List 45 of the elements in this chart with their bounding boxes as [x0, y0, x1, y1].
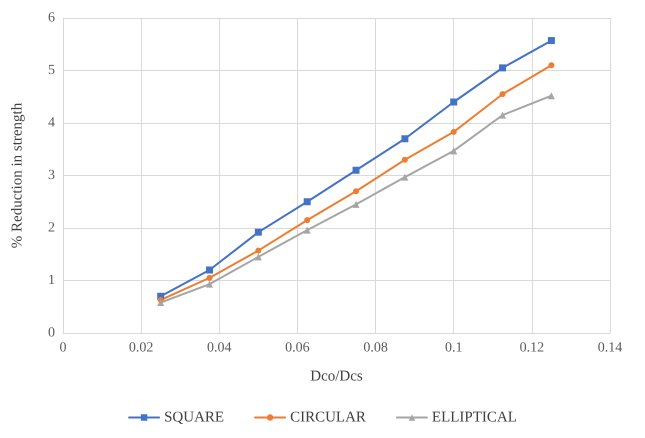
point: [206, 266, 214, 274]
x-tick-label: 0.1: [444, 340, 462, 356]
point: [499, 64, 506, 72]
point: [254, 228, 262, 236]
point: [450, 147, 458, 154]
point: [255, 248, 262, 254]
point: [352, 200, 360, 208]
point: [157, 299, 164, 306]
point: [450, 98, 458, 106]
point: [548, 37, 555, 44]
x-tick-label: 0.06: [285, 340, 310, 356]
y-tick-label: 6: [48, 10, 55, 26]
point: [304, 217, 310, 224]
y-tick-label: 3: [48, 168, 55, 183]
x-tick-label: 0.12: [520, 340, 544, 356]
point: [548, 62, 554, 68]
x-tick-label: 0.02: [128, 340, 154, 356]
y-tick-label: 4: [48, 116, 55, 130]
x-tick-label: 0.14: [598, 340, 622, 356]
point: [206, 274, 213, 281]
x-axis-title: Dco/Dcs: [310, 368, 363, 384]
legend-label: SQUARE: [164, 410, 224, 426]
point: [401, 135, 408, 142]
legend-label: CIRCULAR: [290, 410, 366, 426]
x-tick-label: 0.04: [207, 340, 232, 356]
point: [206, 280, 214, 288]
y-axis-title: % Reduction in strength: [10, 102, 26, 248]
x-tick-label: 0.08: [363, 340, 388, 356]
point: [548, 92, 555, 100]
x-tick-label: 0: [60, 340, 66, 356]
point: [304, 198, 311, 206]
point: [450, 128, 457, 135]
y-tick-label: 5: [48, 63, 55, 78]
point: [402, 156, 408, 163]
point: [401, 174, 408, 181]
y-tick-label: 2: [48, 220, 55, 236]
point: [352, 166, 360, 174]
point: [254, 253, 262, 260]
point: [353, 188, 360, 194]
point: [499, 112, 506, 119]
point: [304, 226, 311, 234]
y-tick-label: 0: [48, 326, 55, 340]
point: [500, 91, 506, 98]
legend-label: ELLIPTICAL: [432, 410, 517, 426]
y-tick-label: 1: [48, 273, 55, 288]
